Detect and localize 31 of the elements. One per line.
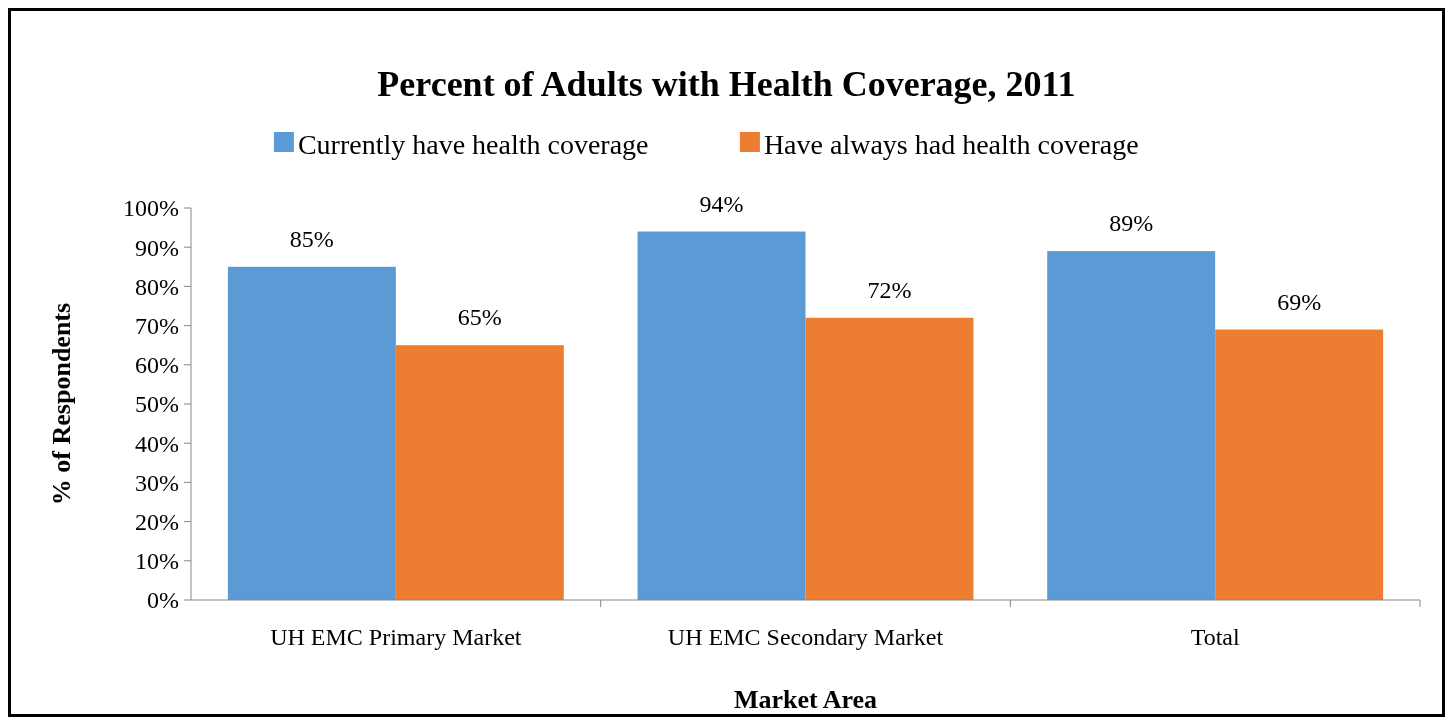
- y-tick-label: 30%: [135, 469, 179, 496]
- data-label: 65%: [457, 304, 502, 331]
- x-tick-label: UH EMC Primary Market: [270, 624, 522, 650]
- bar: [227, 266, 396, 600]
- y-tick-label: 10%: [135, 548, 179, 575]
- bar: [1215, 329, 1384, 600]
- y-tick-label: 100%: [123, 195, 179, 222]
- bar: [1047, 251, 1216, 600]
- x-axis-title: Market Area: [733, 685, 878, 714]
- bar: [395, 345, 564, 600]
- y-tick-label: 40%: [135, 430, 179, 457]
- y-axis-title: % of Respondents: [47, 302, 76, 506]
- bar: [805, 317, 974, 600]
- chart-title: Percent of Adults with Health Coverage, 2011: [377, 64, 1076, 104]
- y-tick-label: 0%: [147, 587, 179, 614]
- legend-label: Currently have health coverage: [297, 129, 649, 161]
- bar: [637, 231, 806, 600]
- y-tick-label: 20%: [135, 509, 179, 535]
- data-label: 94%: [699, 190, 744, 217]
- y-tick-label: 50%: [135, 391, 179, 418]
- y-tick-label: 70%: [135, 313, 179, 339]
- legend-label: Have always had health coverage: [763, 129, 1139, 161]
- data-label: 89%: [1109, 210, 1154, 237]
- y-tick-label: 90%: [135, 234, 179, 261]
- y-tick-label: 80%: [135, 273, 179, 300]
- x-tick-label: Total: [1190, 624, 1240, 650]
- y-tick-label: 60%: [135, 352, 179, 379]
- x-tick-label: UH EMC Secondary Market: [667, 624, 944, 650]
- data-label: 85%: [289, 225, 334, 252]
- data-label: 69%: [1277, 288, 1322, 315]
- data-label: 72%: [867, 276, 912, 303]
